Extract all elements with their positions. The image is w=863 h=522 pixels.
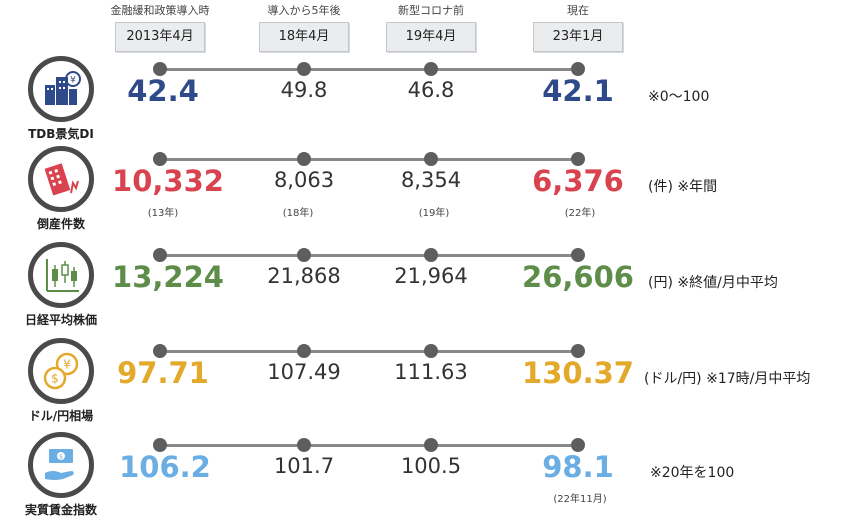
column-label: 19年4月 xyxy=(386,22,476,52)
timeline-dot xyxy=(153,344,167,358)
timeline-dot xyxy=(424,152,438,166)
indicator-label: ドル/円相場 xyxy=(28,409,94,423)
value-current: 130.37 xyxy=(522,356,634,390)
timeline-dot xyxy=(571,438,585,452)
indicator-row-nikkei: 日経平均株価 13,224 21,868 21,964 26,606 (円) ※… xyxy=(0,242,863,332)
value-current: 6,376 xyxy=(532,164,624,198)
value: 8,354 xyxy=(400,168,462,192)
indicator-icon-block: ¥ TDB景気DI xyxy=(21,56,101,142)
value-sub: (18年) xyxy=(282,208,314,219)
value-sub: (19年) xyxy=(418,208,450,219)
timeline-dot xyxy=(571,152,585,166)
timeline-dot xyxy=(424,438,438,452)
unit-note: (円) ※終値/月中平均 xyxy=(648,275,778,291)
timeline-dot xyxy=(571,344,585,358)
unit-note: ※0～100 xyxy=(648,89,710,105)
svg-text:$: $ xyxy=(51,372,59,386)
timeline-dot xyxy=(153,62,167,76)
timeline-dot xyxy=(424,62,438,76)
timeline-dot xyxy=(153,248,167,262)
svg-text:¥: ¥ xyxy=(70,76,76,86)
value: 107.49 xyxy=(267,360,341,384)
value: 21,964 xyxy=(394,264,468,288)
timeline-track xyxy=(158,158,578,161)
timeline-dot xyxy=(153,152,167,166)
value-current: 26,606 xyxy=(522,260,634,294)
timeline-dot xyxy=(297,438,311,452)
timeline-track xyxy=(158,444,578,447)
column-note: 新型コロナ前 xyxy=(398,4,464,17)
column-header: 導入から5年後 18年4月 xyxy=(244,4,364,52)
timeline-dot xyxy=(153,438,167,452)
column-header: 新型コロナ前 19年4月 xyxy=(371,4,491,52)
value-start: 97.71 xyxy=(117,356,209,390)
indicator-icon-block: ¥ $ ドル/円相場 xyxy=(21,338,101,424)
svg-text:$: $ xyxy=(59,454,63,461)
candlestick-chart-icon xyxy=(46,259,79,292)
value: 100.5 xyxy=(400,454,462,478)
value-start: 10,332 xyxy=(112,164,224,198)
indicator-row-usdjpy: ¥ $ ドル/円相場 97.71 107.49 111.63 130.37 (ド… xyxy=(0,338,863,428)
timeline-dot xyxy=(424,248,438,262)
column-label: 18年4月 xyxy=(259,22,349,52)
icon-circle: $ xyxy=(28,432,94,498)
column-label: 23年1月 xyxy=(533,22,623,52)
unit-note: ※20年を100 xyxy=(650,465,735,481)
indicator-row-real-wages: $ 実質賃金指数 106.2 101.7 100.5 98.1 (22年11月)… xyxy=(0,432,863,522)
indicator-label: 実質賃金指数 xyxy=(24,503,97,517)
indicator-icon-block: 日経平均株価 xyxy=(21,242,101,328)
value: 49.8 xyxy=(280,78,328,102)
timeline-dot xyxy=(571,62,585,76)
value-start: 13,224 xyxy=(112,260,224,294)
collapsing-building-icon xyxy=(44,163,79,196)
timeline-dot xyxy=(297,152,311,166)
column-note: 金融緩和政策導入時 xyxy=(110,4,210,17)
indicator-row-bankruptcies: 倒産件数 10,332 8,063 8,354 6,376 (13年) (18年… xyxy=(0,146,863,236)
value: 46.8 xyxy=(407,78,455,102)
column-note: 現在 xyxy=(567,4,589,17)
indicator-label: 倒産件数 xyxy=(36,217,85,231)
value-start: 106.2 xyxy=(119,450,211,484)
timeline-dot xyxy=(297,344,311,358)
value-current: 98.1 xyxy=(542,450,614,484)
value: 111.63 xyxy=(394,360,468,384)
column-header: 現在 23年1月 xyxy=(518,4,638,52)
value-sub: (22年11月) xyxy=(553,494,607,505)
timeline-dot xyxy=(297,62,311,76)
column-label: 2013年4月 xyxy=(115,22,205,52)
column-header: 金融緩和政策導入時 2013年4月 xyxy=(100,4,220,52)
value: 21,868 xyxy=(267,264,341,288)
svg-text:¥: ¥ xyxy=(63,358,71,372)
column-note: 導入から5年後 xyxy=(267,4,341,17)
icon-circle xyxy=(28,146,94,212)
timeline-dot xyxy=(297,248,311,262)
value-sub: (13年) xyxy=(147,208,179,219)
indicator-row-tdb: ¥ TDB景気DI 42.4 49.8 46.8 42.1 ※0～100 xyxy=(0,56,863,146)
value: 101.7 xyxy=(273,454,335,478)
indicator-icon-block: 倒産件数 xyxy=(21,146,101,232)
unit-note: (件) ※年間 xyxy=(648,179,718,195)
icon-circle: ¥ $ xyxy=(28,338,94,404)
indicator-icon-block: $ 実質賃金指数 xyxy=(21,432,101,518)
indicator-label: 日経平均株価 xyxy=(24,313,97,327)
value-start: 42.4 xyxy=(127,74,199,108)
coins-exchange-icon: ¥ $ xyxy=(43,352,79,390)
timeline-dot xyxy=(424,344,438,358)
value: 8,063 xyxy=(273,168,335,192)
icon-circle: ¥ xyxy=(28,56,94,122)
unit-note: (ドル/円) ※17時/月中平均 xyxy=(644,371,811,387)
city-buildings-icon: ¥ xyxy=(45,71,81,105)
indicator-label: TDB景気DI xyxy=(28,127,94,141)
timeline-dot xyxy=(571,248,585,262)
timeline-track xyxy=(158,68,578,71)
value-sub: (22年) xyxy=(564,208,596,219)
value-current: 42.1 xyxy=(542,74,614,108)
hand-money-icon: $ xyxy=(45,449,74,480)
icon-circle xyxy=(28,242,94,308)
timeline-track xyxy=(158,350,578,353)
timeline-track xyxy=(158,254,578,257)
